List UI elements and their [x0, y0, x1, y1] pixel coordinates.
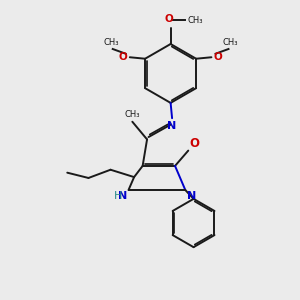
- Text: CH₃: CH₃: [187, 16, 202, 25]
- Text: O: O: [214, 52, 223, 62]
- Text: O: O: [119, 52, 128, 62]
- Text: N: N: [118, 191, 127, 201]
- Text: H: H: [114, 191, 122, 201]
- Text: O: O: [190, 137, 200, 150]
- Text: CH₃: CH₃: [124, 110, 140, 119]
- Text: N: N: [187, 191, 196, 201]
- Text: O: O: [165, 14, 173, 24]
- Text: CH₃: CH₃: [103, 38, 119, 47]
- Text: N: N: [167, 121, 177, 131]
- Text: CH₃: CH₃: [223, 38, 238, 47]
